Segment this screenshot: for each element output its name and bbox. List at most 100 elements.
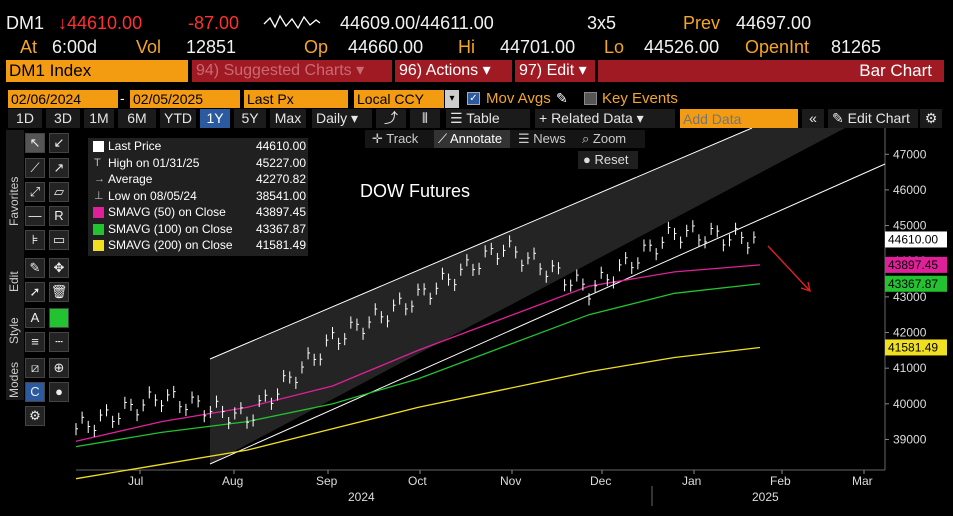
brush-icon[interactable]: ✎: [25, 258, 45, 278]
favorites-tab[interactable]: Favorites: [7, 176, 21, 226]
mov-avgs-checkbox[interactable]: ✓: [467, 92, 480, 105]
trend-line-icon[interactable]: ⟋: [25, 158, 45, 178]
currency-select[interactable]: Local CCY: [354, 90, 444, 108]
trash-icon[interactable]: 🗑: [49, 282, 69, 302]
reset-label: Reset: [594, 152, 629, 167]
legend-swatch: [93, 207, 104, 218]
trend-channel-upper: [209, 128, 753, 360]
start-date-field[interactable]: 02/06/2024: [8, 90, 118, 108]
legend-label: SMAVG (50) on Close: [108, 205, 226, 219]
line-width-icon[interactable]: ≡: [25, 332, 45, 352]
at-value: 6:00d: [52, 37, 98, 57]
high-label: Hi: [458, 37, 475, 57]
dash-style-icon[interactable]: ┄: [49, 332, 69, 352]
edit-tab[interactable]: Edit: [7, 271, 21, 292]
track-label: Track: [386, 131, 419, 146]
pencil-icon: ✎: [832, 110, 848, 126]
table-button[interactable]: ☰ Table: [446, 109, 530, 128]
add-point-icon[interactable]: ⊕: [49, 358, 69, 378]
legend-swatch: [93, 223, 104, 235]
price-tag: [885, 339, 947, 356]
track-button[interactable]: ✛ Track: [372, 131, 418, 147]
vol-label: Vol: [136, 37, 162, 57]
add-data-input[interactable]: [680, 109, 798, 128]
curve-line-icon[interactable]: ↙: [49, 133, 69, 153]
style-tab[interactable]: Style: [7, 317, 21, 344]
openint-value: 81265: [831, 37, 882, 57]
annotate-label: Annotate: [450, 131, 503, 146]
line-chart-icon[interactable]: ⤴: [376, 109, 406, 128]
zoom-icon: ⌕: [582, 131, 593, 146]
legend-value: 44610.00: [255, 139, 306, 153]
select-icon[interactable]: ➚: [25, 282, 45, 302]
period-button-5y[interactable]: 5Y: [234, 109, 266, 128]
openint-label: OpenInt: [745, 37, 810, 57]
annotate-button[interactable]: ⟋ Annotate: [434, 130, 510, 148]
edit-menu[interactable]: 97) Edit ▾: [515, 60, 595, 82]
channel-icon[interactable]: ▱: [49, 182, 69, 202]
legend-marker-icon: →: [94, 173, 105, 185]
x-tick-label: Aug: [222, 474, 243, 488]
bar-chart-icon[interactable]: ⫴: [410, 109, 440, 128]
text-style-icon[interactable]: A: [25, 308, 45, 328]
y-tick-label: 39000: [893, 432, 927, 446]
period-button-1m[interactable]: 1M: [84, 109, 114, 128]
crosshair-icon: ✛: [372, 131, 387, 146]
zoom-button[interactable]: ⌕ Zoom: [582, 131, 626, 147]
period-button-3d[interactable]: 3D: [46, 109, 80, 128]
legend-label: Average: [108, 172, 153, 186]
vol-value: 12851: [186, 37, 237, 57]
suggested-charts-menu[interactable]: 94) Suggested Charts ▾: [192, 60, 392, 82]
end-date-field[interactable]: 02/05/2025: [130, 90, 240, 108]
pointer-icon[interactable]: ↖: [25, 133, 45, 153]
edit-chart-button[interactable]: ✎ Edit Chart: [828, 109, 918, 128]
period-button-1d[interactable]: 1D: [8, 109, 42, 128]
x-tick-label: Jul: [128, 474, 143, 488]
retracement-icon[interactable]: R: [49, 206, 69, 226]
modes-tab[interactable]: Modes: [7, 361, 21, 398]
price-tag: [885, 275, 947, 292]
settings-gear-icon[interactable]: ⚙: [25, 406, 45, 426]
snap-mode-icon[interactable]: C: [25, 382, 45, 402]
ray-icon[interactable]: ⤢: [25, 182, 45, 202]
legend-marker-icon: T: [94, 156, 101, 169]
x-tick-label: Oct: [408, 474, 427, 488]
news-button[interactable]: ☰ News: [518, 131, 566, 147]
period-button-1y[interactable]: 1Y: [200, 109, 230, 128]
security-field[interactable]: DM1 Index: [6, 60, 188, 82]
price-tag-label: 41581.49: [888, 340, 938, 354]
fibonacci-icon[interactable]: ⊧: [25, 230, 45, 250]
chevron-down-icon[interactable]: ▾: [445, 90, 459, 108]
side-panel-tabs: [6, 130, 24, 400]
rectangle-icon[interactable]: ▭: [49, 230, 69, 250]
y-tick-label: 46000: [893, 183, 927, 197]
price-tag-label: 43897.45: [888, 258, 938, 272]
x-tick-label: Jan: [682, 474, 701, 488]
y-tick-label: 40000: [893, 397, 927, 411]
collapse-left-icon[interactable]: «: [802, 109, 824, 128]
key-events-checkbox[interactable]: [584, 92, 597, 105]
period-button-6m[interactable]: 6M: [118, 109, 156, 128]
sparkline-icon: [262, 10, 322, 32]
color-swatch-icon[interactable]: [49, 308, 69, 328]
net-change: -87.00: [188, 13, 240, 33]
related-data-menu[interactable]: + Related Data ▾: [535, 109, 675, 128]
magnet-icon[interactable]: ⧄: [25, 358, 45, 378]
move-icon[interactable]: ✥: [49, 258, 69, 278]
price-field-select[interactable]: Last Px: [244, 90, 348, 108]
price-chart[interactable]: 4700046000450004400043000420004100040000…: [70, 128, 953, 516]
y-tick-label: 45000: [893, 219, 927, 233]
period-button-max[interactable]: Max: [270, 109, 306, 128]
actions-menu[interactable]: 96) Actions ▾: [395, 60, 512, 82]
reset-button[interactable]: ● Reset: [578, 151, 638, 169]
gear-icon[interactable]: ⚙: [920, 109, 942, 128]
arrow-line-icon[interactable]: ↗: [49, 158, 69, 178]
legend-marker-icon: ⊥: [94, 189, 104, 202]
horizontal-line-icon[interactable]: —: [25, 206, 45, 226]
chart-annotation[interactable]: DOW Futures: [360, 181, 471, 201]
frequency-select[interactable]: Daily ▾: [312, 109, 372, 128]
legend-row: ⊥ Low on 08/05/24 38541.00: [90, 189, 306, 204]
multi-color-icon[interactable]: ●: [49, 382, 69, 402]
pencil-icon[interactable]: ✎: [556, 90, 568, 106]
period-button-ytd[interactable]: YTD: [160, 109, 196, 128]
